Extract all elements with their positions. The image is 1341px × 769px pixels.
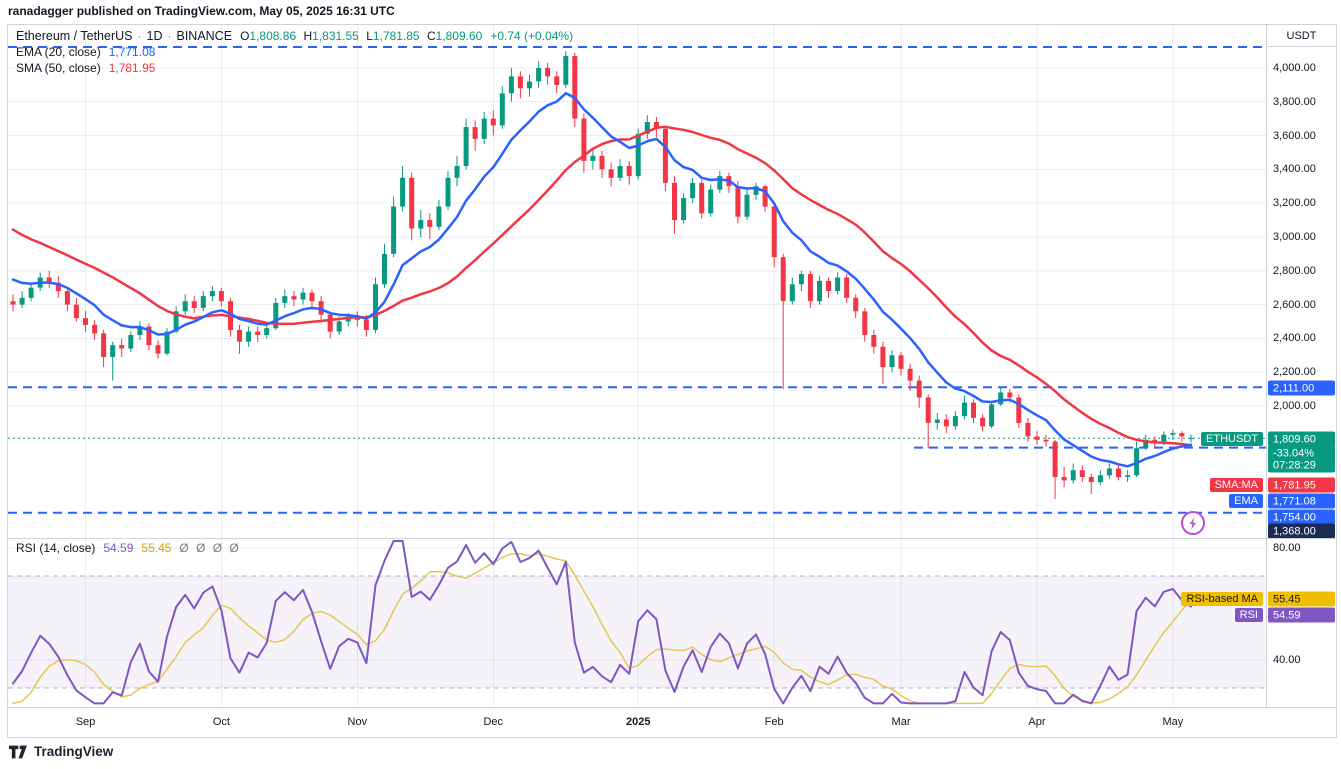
close-value: 1,809.60: [435, 29, 483, 43]
chart-frame: Ethereum / TetherUS · 1D · BINANCE O1,80…: [7, 24, 1337, 738]
price-axis-badge: 55.45: [1268, 591, 1335, 607]
flash-drawing-icon[interactable]: [1181, 511, 1205, 535]
price-axis-badge: 1,809.60: [1268, 431, 1335, 447]
legend-separator: ·: [167, 29, 172, 43]
price-tick: 3,000.00: [1273, 230, 1316, 243]
high-value: 1,831.55: [312, 29, 359, 43]
time-axis[interactable]: Sep Oct Nov Dec 2025 Feb Mar Apr May: [8, 707, 1336, 737]
rsi-indicator-title[interactable]: RSI (14, close): [16, 541, 96, 555]
time-axis-label: Dec: [483, 716, 504, 728]
price-axis-badge: 2,111.00: [1268, 380, 1335, 396]
rsi-hidden-values: Ø Ø Ø Ø: [179, 541, 241, 555]
price-tick: 2,600.00: [1273, 298, 1316, 311]
price-axis-badge: 1,754.00: [1268, 509, 1335, 525]
low-value: 1,781.85: [372, 29, 420, 43]
rsi-legend-row: RSI (14, close) 54.59 55.45 Ø Ø Ø Ø: [16, 541, 241, 555]
chart-canvas[interactable]: [8, 25, 1266, 707]
price-tick: 4,000.00: [1273, 61, 1316, 74]
legend-separator: ·: [137, 29, 142, 43]
tradingview-logo-icon: [9, 745, 27, 758]
time-axis-label: Apr: [1028, 716, 1046, 728]
time-axis-label: Nov: [347, 716, 368, 728]
rsi-label: RSI: [1234, 608, 1263, 622]
price-tick: 2,000.00: [1273, 399, 1316, 412]
low-key: L: [366, 29, 373, 43]
price-axis-badge: 1,368.00: [1268, 523, 1335, 539]
tradingview-logo[interactable]: TradingView: [9, 744, 113, 759]
time-axis-label: 2025: [625, 716, 651, 728]
rsi-ma-label: RSI-based MA: [1181, 592, 1263, 606]
symbol-legend-row: Ethereum / TetherUS · 1D · BINANCE O1,80…: [16, 28, 573, 44]
ema-line-label: EMA: [1229, 494, 1263, 508]
candlestick-chart[interactable]: Ethereum / TetherUS · 1D · BINANCE O1,80…: [8, 25, 1266, 707]
ema-indicator-title[interactable]: EMA (20, close): [16, 45, 101, 59]
pane-divider[interactable]: [8, 538, 1336, 539]
price-tick: 3,600.00: [1273, 129, 1316, 142]
price-axis[interactable]: USDT 4,000.00 3,800.00 3,600.00 3,400.00 3,2…: [1266, 25, 1336, 707]
price-tick: 2,200.00: [1273, 366, 1316, 379]
exchange-label[interactable]: BINANCE: [176, 29, 233, 43]
price-tick: 3,400.00: [1273, 163, 1316, 176]
published-byline: ranadagger published on TradingView.com,…: [8, 4, 395, 18]
high-key: H: [303, 29, 313, 43]
ohlc-open: O1,808.86 H1,831.55 L1,781.85 C1,809.60: [240, 29, 486, 43]
close-key: C: [426, 29, 436, 43]
interval-label[interactable]: 1D: [146, 29, 163, 43]
rsi-ma-value: 55.45: [141, 541, 172, 555]
currency-unit-button[interactable]: USDT: [1267, 25, 1336, 47]
rsi-tick: 80.00: [1273, 542, 1301, 554]
open-key: O: [240, 29, 250, 43]
price-axis-badge: 1,771.08: [1268, 493, 1335, 509]
price-tick: 3,800.00: [1273, 95, 1316, 108]
symbol-price-label: ETHUSDT: [1201, 432, 1263, 446]
price-axis-badge: 54.59: [1268, 607, 1335, 623]
lightning-icon: [1189, 517, 1196, 529]
ema-indicator-value: 1,771.08: [108, 45, 156, 59]
time-axis-label: Oct: [212, 716, 230, 728]
time-axis-label: Feb: [764, 716, 784, 728]
price-axis-badge: -33.04% 07:28:29: [1268, 445, 1335, 473]
price-tick: 2,400.00: [1273, 332, 1316, 345]
open-value: 1,808.86: [249, 29, 297, 43]
rsi-value: 54.59: [103, 541, 134, 555]
rsi-tick: 40.00: [1273, 654, 1301, 666]
time-axis-label: Mar: [891, 716, 911, 728]
change-value: +0.74 (+0.04%): [490, 29, 574, 43]
symbol-title[interactable]: Ethereum / TetherUS: [16, 29, 133, 43]
price-axis-badge: 1,781.95: [1268, 477, 1335, 493]
ema-legend-row: EMA (20, close) 1,771.08: [16, 44, 573, 60]
sma-indicator-title[interactable]: SMA (50, close): [16, 61, 101, 75]
sma-indicator-value: 1,781.95: [108, 61, 156, 75]
time-axis-label: May: [1162, 716, 1184, 728]
price-tick: 2,800.00: [1273, 264, 1316, 277]
time-axis-label: Sep: [75, 716, 96, 728]
price-tick: 3,200.00: [1273, 197, 1316, 210]
tradingview-logo-text: TradingView: [34, 744, 114, 759]
sma-line-label: SMA:MA: [1209, 478, 1263, 492]
chart-legend: Ethereum / TetherUS · 1D · BINANCE O1,80…: [16, 28, 573, 76]
sma-legend-row: SMA (50, close) 1,781.95: [16, 60, 573, 76]
